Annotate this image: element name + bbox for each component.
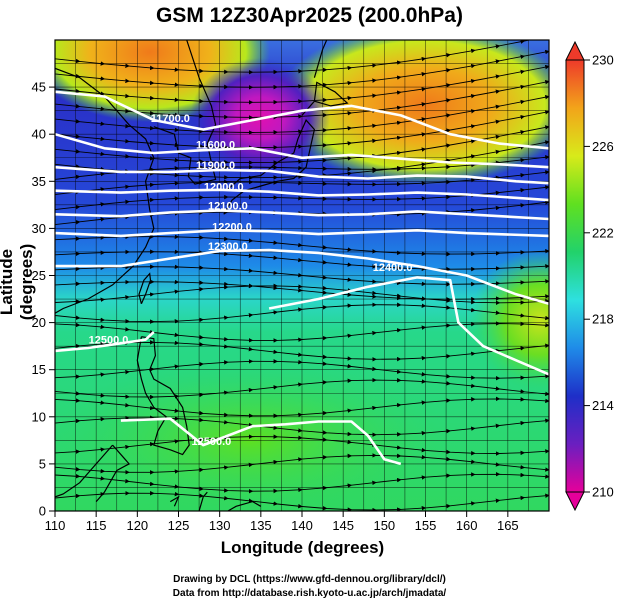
colorbar-tick-label: 218 — [592, 312, 614, 327]
x-axis: 110 115 120 125 130 135 140 145 150 155 160 165 — [45, 511, 519, 533]
streamline — [55, 359, 549, 381]
x-tick-label: 165 — [497, 518, 519, 533]
contour-label: 12500.0 — [89, 334, 129, 346]
y-axis: 0 5 10 15 20 25 30 35 40 45 — [32, 80, 55, 519]
streamline — [55, 434, 549, 456]
contour-label: 12000.0 — [204, 182, 244, 194]
x-tick-label: 145 — [332, 518, 354, 533]
colorbar-tick-label: 230 — [592, 53, 614, 68]
x-tick-label: 135 — [250, 518, 272, 533]
streamline — [55, 321, 549, 343]
height-contour — [55, 90, 549, 150]
temperature-field: 11700.0 11600.0 11900.0 12000.0 12100.0 12200… — [55, 40, 549, 511]
streamline — [55, 234, 549, 257]
y-tick-label: 10 — [32, 409, 46, 424]
x-tick-label: 130 — [209, 518, 231, 533]
y-tick-label: 45 — [32, 80, 46, 95]
colorbar-tick-label: 210 — [592, 485, 614, 500]
contour-label: 12400.0 — [373, 262, 413, 274]
colorbar-tick-label: 222 — [592, 225, 614, 240]
contour-label: 12300.0 — [208, 241, 248, 253]
streamline — [55, 377, 549, 400]
streamline — [55, 40, 549, 75]
height-contour — [55, 331, 155, 353]
height-contour — [55, 209, 549, 221]
x-tick-label: 140 — [291, 518, 313, 533]
x-tick-label: 115 — [86, 518, 107, 533]
x-tick-label: 120 — [126, 518, 148, 533]
y-tick-label: 5 — [39, 456, 46, 471]
height-contour — [55, 132, 549, 169]
y-tick-label: 20 — [32, 315, 46, 330]
y-axis-label: Latitude (degrees) — [0, 243, 36, 321]
colorbar-min-arrow — [565, 491, 585, 512]
chart-title: GSM 12Z30Apr2025 (200.0hPa) — [156, 4, 463, 27]
height-contour — [268, 276, 549, 376]
credit-data: Data from http://database.rish.kyoto-u.a… — [172, 588, 447, 599]
height-contour — [55, 248, 549, 306]
y-tick-label: 15 — [32, 362, 46, 377]
x-tick-label: 160 — [456, 518, 478, 533]
height-contour — [55, 229, 549, 238]
streamline — [55, 170, 549, 195]
y-tick-label: 25 — [32, 268, 46, 283]
x-tick-label: 125 — [168, 518, 190, 533]
y-tick-label: 0 — [39, 504, 46, 519]
colorbar-tick-label: 226 — [592, 139, 614, 154]
x-tick-label: 150 — [373, 518, 395, 533]
streamline — [55, 453, 549, 475]
colorbar-tick-label: 214 — [592, 398, 614, 413]
height-contours — [55, 90, 549, 466]
streamline — [55, 396, 549, 419]
colorbar: 210 214 218 222 226 230 — [565, 40, 614, 512]
contour-label: 12100.0 — [208, 201, 248, 213]
height-contour — [55, 188, 549, 202]
streamline — [55, 283, 549, 306]
contour-label: 12500.0 — [192, 436, 232, 448]
colorbar-max-arrow — [565, 40, 585, 61]
x-tick-label: 155 — [415, 518, 437, 533]
contour-labels: 11700.0 11600.0 11900.0 12000.0 12100.0 12200… — [89, 113, 413, 448]
height-contour — [120, 417, 402, 466]
contour-label: 11700.0 — [151, 113, 190, 125]
y-tick-label: 35 — [32, 174, 46, 189]
contour-label: 11900.0 — [196, 160, 235, 172]
height-contour — [55, 165, 549, 185]
x-tick-label: 110 — [45, 518, 66, 533]
contour-label: 11600.0 — [196, 139, 235, 151]
x-axis-label: Longitude (degrees) — [220, 538, 385, 557]
credit-drawing: Drawing by DCL (https://www.gfd-dennou.o… — [173, 574, 446, 585]
y-tick-label: 40 — [32, 127, 46, 142]
y-tick-label: 30 — [32, 221, 46, 236]
contour-label: 12200.0 — [212, 221, 252, 233]
streamline — [55, 471, 549, 494]
streamline — [55, 302, 549, 324]
